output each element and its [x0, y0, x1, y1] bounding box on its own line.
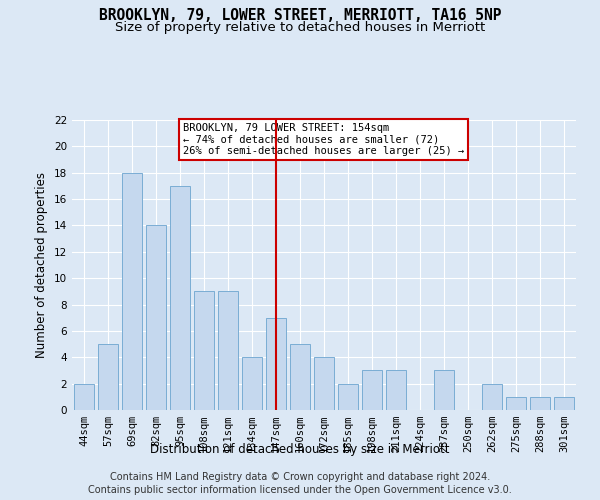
Bar: [170, 186, 190, 410]
Text: BROOKLYN, 79, LOWER STREET, MERRIOTT, TA16 5NP: BROOKLYN, 79, LOWER STREET, MERRIOTT, TA…: [99, 8, 501, 22]
Bar: [194, 292, 214, 410]
Bar: [482, 384, 502, 410]
Bar: [266, 318, 286, 410]
Bar: [362, 370, 382, 410]
Bar: [290, 344, 310, 410]
Bar: [530, 397, 550, 410]
Bar: [434, 370, 454, 410]
Bar: [506, 397, 526, 410]
Bar: [242, 358, 262, 410]
Bar: [386, 370, 406, 410]
Bar: [146, 226, 166, 410]
Bar: [122, 172, 142, 410]
Text: Contains public sector information licensed under the Open Government Licence v3: Contains public sector information licen…: [88, 485, 512, 495]
Bar: [338, 384, 358, 410]
Bar: [98, 344, 118, 410]
Text: Size of property relative to detached houses in Merriott: Size of property relative to detached ho…: [115, 21, 485, 34]
Text: Contains HM Land Registry data © Crown copyright and database right 2024.: Contains HM Land Registry data © Crown c…: [110, 472, 490, 482]
Text: BROOKLYN, 79 LOWER STREET: 154sqm
← 74% of detached houses are smaller (72)
26% : BROOKLYN, 79 LOWER STREET: 154sqm ← 74% …: [183, 123, 464, 156]
Bar: [314, 358, 334, 410]
Bar: [74, 384, 94, 410]
Bar: [218, 292, 238, 410]
Y-axis label: Number of detached properties: Number of detached properties: [35, 172, 49, 358]
Text: Distribution of detached houses by size in Merriott: Distribution of detached houses by size …: [150, 442, 450, 456]
Bar: [554, 397, 574, 410]
